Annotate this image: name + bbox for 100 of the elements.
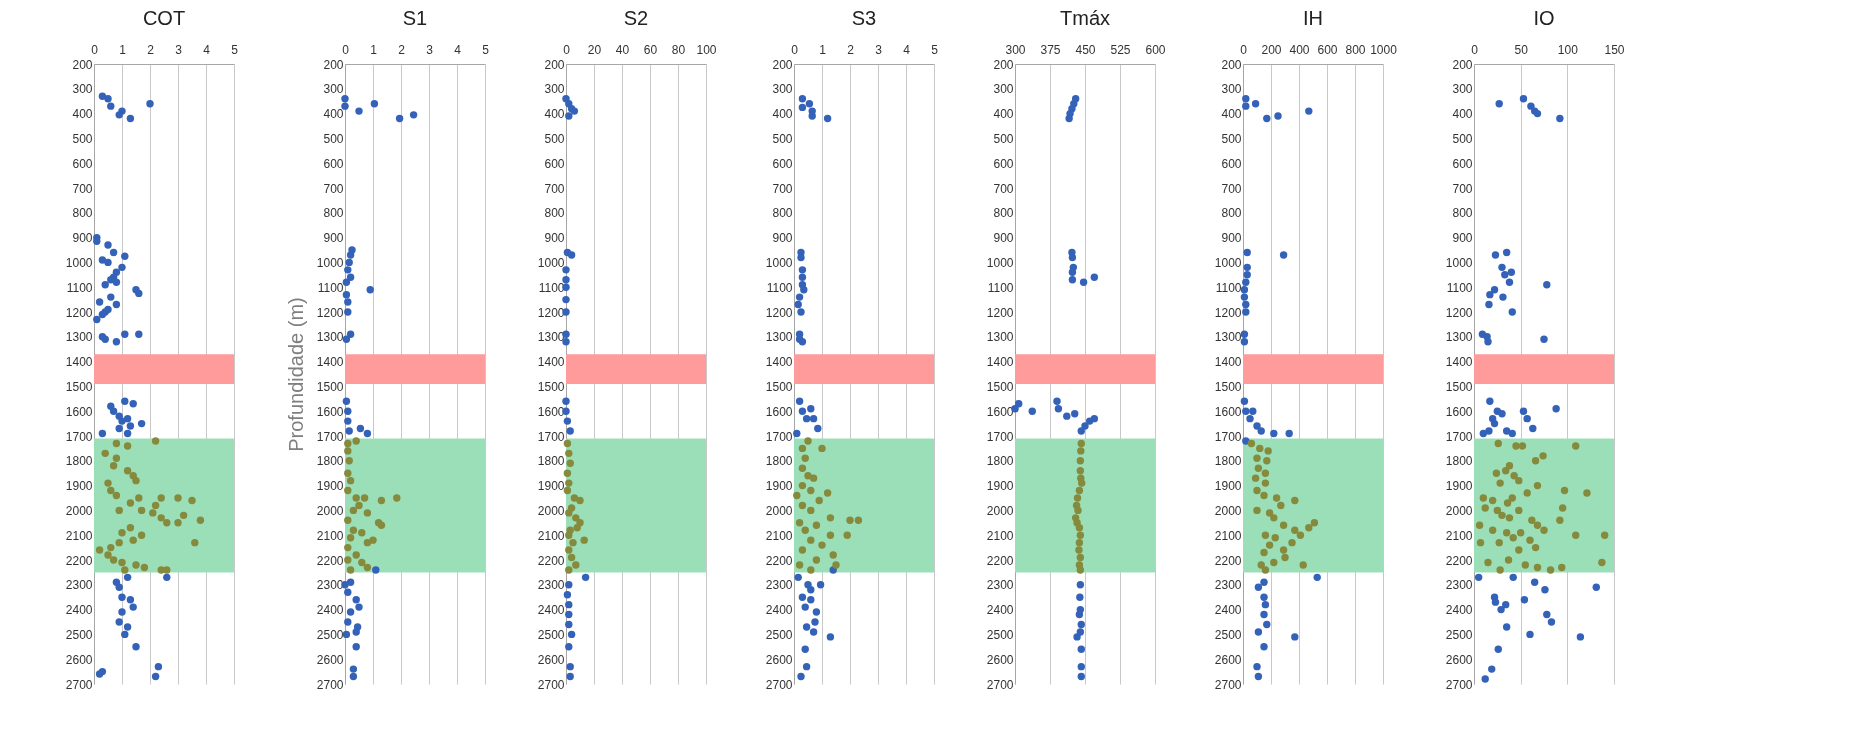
y-tick-label: 1700 bbox=[537, 429, 565, 444]
point bbox=[1256, 444, 1264, 453]
point bbox=[795, 293, 804, 301]
point bbox=[1077, 427, 1085, 435]
point bbox=[356, 424, 365, 433]
y-tick-label: 1100 bbox=[1446, 280, 1473, 295]
point bbox=[816, 581, 825, 589]
point bbox=[1240, 338, 1249, 346]
x-tick-label: 5 bbox=[931, 42, 939, 57]
point bbox=[1260, 610, 1268, 619]
point bbox=[188, 496, 196, 505]
point bbox=[795, 519, 804, 527]
point bbox=[344, 469, 352, 477]
point bbox=[345, 427, 353, 435]
x-tick-label: 0 bbox=[1471, 42, 1479, 57]
point bbox=[807, 586, 815, 594]
point bbox=[801, 603, 809, 611]
point bbox=[1285, 429, 1293, 438]
point bbox=[358, 529, 366, 537]
point bbox=[349, 665, 358, 673]
point bbox=[346, 273, 355, 281]
point bbox=[1240, 397, 1249, 405]
x-tick-label: 0 bbox=[91, 42, 99, 57]
y-tick-label: 2500 bbox=[537, 627, 565, 642]
point bbox=[1479, 429, 1488, 438]
point bbox=[1531, 457, 1540, 465]
point bbox=[1242, 308, 1250, 316]
point bbox=[1510, 471, 1518, 480]
point bbox=[363, 538, 372, 547]
y-tick-label: 1000 bbox=[65, 255, 93, 270]
point bbox=[107, 543, 115, 552]
y-tick-label: 400 bbox=[1221, 107, 1242, 122]
point bbox=[1075, 524, 1084, 532]
y-tick-label: 500 bbox=[72, 131, 93, 146]
point bbox=[1254, 464, 1263, 472]
point bbox=[1526, 536, 1534, 544]
point bbox=[1253, 506, 1261, 515]
y-tick-label: 900 bbox=[1221, 231, 1242, 246]
chart-title: COT bbox=[142, 7, 186, 29]
point bbox=[1501, 271, 1509, 279]
y-tick-label: 1400 bbox=[1445, 355, 1473, 370]
point bbox=[349, 506, 358, 515]
point bbox=[843, 531, 851, 539]
point bbox=[1261, 566, 1270, 574]
y-tick-label: 500 bbox=[1221, 131, 1242, 146]
y-tick-label: 1500 bbox=[1445, 379, 1473, 394]
point bbox=[174, 494, 182, 502]
point bbox=[1600, 531, 1609, 539]
point bbox=[395, 114, 404, 123]
point bbox=[179, 511, 188, 520]
point bbox=[369, 536, 377, 544]
point bbox=[1265, 509, 1274, 517]
point bbox=[1526, 630, 1534, 639]
y-tick-label: 1300 bbox=[1445, 330, 1473, 345]
point bbox=[1065, 114, 1073, 123]
point bbox=[1254, 583, 1263, 591]
y-tick-label: 1100 bbox=[66, 280, 93, 295]
point bbox=[800, 285, 808, 294]
x-tick-label: 1 bbox=[370, 42, 378, 57]
point bbox=[118, 558, 126, 567]
y-tick-label: 2400 bbox=[65, 603, 93, 618]
y-tick-label: 800 bbox=[993, 206, 1014, 221]
point bbox=[137, 531, 146, 539]
point bbox=[565, 600, 573, 609]
point bbox=[1502, 600, 1510, 609]
point bbox=[1523, 489, 1531, 497]
x-tick-label: 60 bbox=[643, 42, 658, 57]
point bbox=[809, 474, 818, 482]
point bbox=[1313, 573, 1321, 582]
point bbox=[157, 514, 165, 522]
point bbox=[123, 467, 132, 475]
y-tick-label: 1200 bbox=[65, 305, 93, 320]
y-tick-label: 900 bbox=[323, 231, 344, 246]
point bbox=[1076, 531, 1085, 539]
point bbox=[814, 424, 822, 433]
point bbox=[801, 454, 809, 463]
y-tick-label: 2500 bbox=[1445, 627, 1473, 642]
point bbox=[1539, 452, 1547, 460]
point bbox=[1251, 474, 1260, 482]
y-tick-label: 1900 bbox=[65, 479, 93, 494]
point bbox=[1254, 628, 1263, 636]
y-tick-label: 2200 bbox=[65, 553, 93, 568]
y-tick-label: 1200 bbox=[1214, 305, 1242, 320]
y-tick-label: 900 bbox=[544, 231, 565, 246]
point bbox=[580, 536, 588, 544]
point bbox=[341, 102, 349, 110]
point bbox=[342, 290, 351, 299]
point bbox=[811, 618, 819, 626]
y-tick-label: 700 bbox=[993, 181, 1014, 196]
point bbox=[409, 111, 418, 119]
point bbox=[1521, 561, 1530, 569]
point bbox=[1079, 278, 1088, 286]
point bbox=[1305, 107, 1313, 115]
y-tick-label: 2400 bbox=[537, 603, 565, 618]
y-tick-label: 2500 bbox=[316, 627, 344, 642]
point bbox=[1495, 99, 1503, 108]
point bbox=[812, 521, 821, 529]
point bbox=[1496, 566, 1504, 574]
point bbox=[372, 566, 380, 574]
y-tick-label: 1100 bbox=[766, 280, 793, 295]
